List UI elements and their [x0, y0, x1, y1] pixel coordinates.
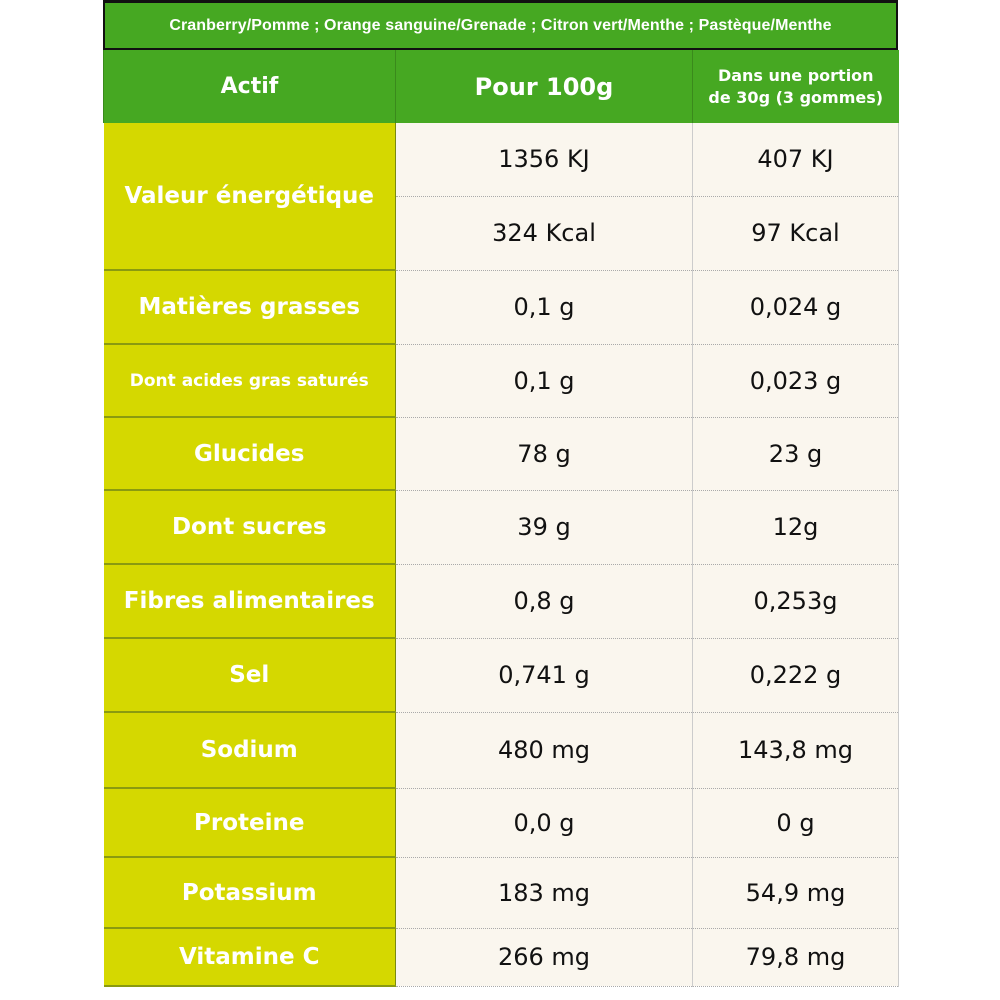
cell-portion: 0,024 g	[692, 270, 899, 345]
table-row: Sodium 480 mg 143,8 mg	[103, 712, 899, 789]
row-label: Sel	[103, 638, 396, 713]
cell-portion: 54,9 mg	[692, 857, 899, 929]
cell-per100: 0,741 g	[395, 638, 693, 713]
header-portion-line1: Dans une portion	[717, 65, 874, 85]
cell-portion: 0,023 g	[692, 344, 899, 418]
cell-per100: 183 mg	[395, 857, 693, 929]
cell-portion: 0 g	[692, 788, 899, 858]
table-row: Dont sucres 39 g 12g	[103, 490, 899, 565]
cell-per100: 324 Kcal	[395, 196, 693, 271]
row-label: Sodium	[103, 712, 396, 789]
cell-per100: 0,8 g	[395, 564, 693, 639]
row-label: Matières grasses	[103, 270, 396, 345]
flavors-title: Cranberry/Pomme ; Orange sanguine/Grenad…	[103, 0, 898, 50]
row-label: Dont acides gras saturés	[103, 344, 396, 418]
row-label: Dont sucres	[103, 490, 396, 565]
row-label: Fibres alimentaires	[103, 564, 396, 639]
header-portion-line2: de 30g (3 gommes)	[708, 87, 884, 107]
cell-per100: 0,0 g	[395, 788, 693, 858]
table-row: 324 Kcal 97 Kcal	[104, 196, 899, 271]
row-label: Glucides	[103, 417, 396, 491]
header-row: Actif Pour 100g Dans une portion de 30g (…	[103, 50, 899, 123]
header-per-100g: Pour 100g	[395, 50, 693, 123]
cell-portion: 79,8 mg	[692, 928, 899, 987]
row-label: Potassium	[103, 857, 396, 929]
cell-portion: 0,253g	[692, 564, 899, 639]
row-label: Vitamine C	[103, 928, 396, 987]
cell-portion: 407 KJ	[692, 123, 899, 197]
row-label: Valeur énergétique	[103, 123, 396, 271]
cell-per100: 0,1 g	[395, 270, 693, 345]
nutrition-table-container: Cranberry/Pomme ; Orange sanguine/Grenad…	[103, 0, 899, 987]
row-label: Proteine	[103, 788, 396, 858]
table-row: Potassium 183 mg 54,9 mg	[103, 857, 899, 929]
table-row: Glucides 78 g 23 g	[103, 417, 899, 491]
cell-portion: 12g	[692, 490, 899, 565]
header-portion: Dans une portion de 30g (3 gommes)	[692, 50, 899, 123]
cell-portion: 97 Kcal	[692, 196, 899, 271]
cell-per100: 480 mg	[395, 712, 693, 789]
cell-portion: 0,222 g	[692, 638, 899, 713]
cell-per100: 39 g	[395, 490, 693, 565]
table-row: Matières grasses 0,1 g 0,024 g	[103, 270, 899, 345]
table-row: Fibres alimentaires 0,8 g 0,253g	[103, 564, 899, 639]
cell-per100: 78 g	[395, 417, 693, 491]
cell-portion: 143,8 mg	[692, 712, 899, 789]
nutrition-table: Actif Pour 100g Dans une portion de 30g (…	[103, 50, 899, 987]
table-row: Dont acides gras saturés 0,1 g 0,023 g	[103, 344, 899, 418]
cell-per100: 0,1 g	[395, 344, 693, 418]
table-row: Valeur énergétique 1356 KJ 407 KJ	[103, 123, 899, 271]
header-actif: Actif	[103, 50, 396, 123]
cell-per100: 266 mg	[395, 928, 693, 987]
table-row: Sel 0,741 g 0,222 g	[103, 638, 899, 713]
table-row: Vitamine C 266 mg 79,8 mg	[103, 928, 899, 987]
cell-per100: 1356 KJ	[395, 123, 693, 197]
cell-portion: 23 g	[692, 417, 899, 491]
